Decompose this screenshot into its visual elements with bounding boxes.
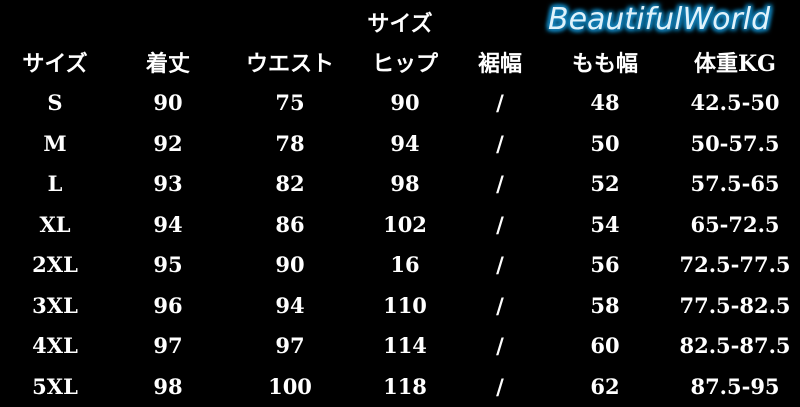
table-cell: 57.5-65 xyxy=(690,171,780,196)
column-header: ヒップ xyxy=(371,51,439,77)
table-cell: 78 xyxy=(275,130,305,156)
table-row: 2XL 95 90 16 / 56 72.5-77.5 xyxy=(0,245,800,285)
table-cell: / xyxy=(496,252,504,277)
table-row: XL 94 86 102 / 54 65-72.5 xyxy=(0,205,800,245)
table-cell: M xyxy=(43,130,67,156)
table-cell: 42.5-50 xyxy=(690,90,780,115)
column-header: もも幅 xyxy=(571,51,639,77)
table-cell: 5XL xyxy=(32,373,78,399)
table-cell: / xyxy=(496,292,504,318)
table-cell: 50-57.5 xyxy=(690,130,780,156)
table-cell: 93 xyxy=(153,171,183,196)
table-cell: 75 xyxy=(275,90,305,115)
column-header: サイズ xyxy=(22,51,88,77)
table-cell: 94 xyxy=(275,292,305,318)
table-cell: 100 xyxy=(268,373,312,399)
table-cell: 72.5-77.5 xyxy=(679,252,791,277)
table-cell: 98 xyxy=(153,373,183,399)
header-row: サイズ 着丈 ウエスト ヒップ 裾幅 もも幅 体重KG xyxy=(0,44,800,84)
table-row: S 90 75 90 / 48 42.5-50 xyxy=(0,83,800,123)
table-cell: 98 xyxy=(390,171,420,196)
table-cell: 54 xyxy=(590,211,620,237)
table-cell: 4XL xyxy=(32,333,78,358)
table-cell: 90 xyxy=(275,252,305,277)
table-cell: 90 xyxy=(153,90,183,115)
table-cell: 90 xyxy=(390,90,420,115)
table-cell: 110 xyxy=(383,292,427,318)
table-cell: 48 xyxy=(590,90,620,115)
table-cell: 3XL xyxy=(32,292,78,318)
table-row: M 92 78 94 / 50 50-57.5 xyxy=(0,124,800,164)
table-row: 4XL 97 97 114 / 60 82.5-87.5 xyxy=(0,326,800,366)
table-cell: 96 xyxy=(153,292,183,318)
table-row: L 93 82 98 / 52 57.5-65 xyxy=(0,164,800,204)
column-header: 着丈 xyxy=(145,51,191,77)
table-cell: / xyxy=(496,90,504,115)
column-header: 裾幅 xyxy=(477,51,523,77)
table-cell: / xyxy=(496,373,504,399)
table-cell: / xyxy=(496,171,504,196)
table-cell: 82 xyxy=(275,171,305,196)
table-cell: 94 xyxy=(153,211,183,237)
table-row: 3XL 96 94 110 / 58 77.5-82.5 xyxy=(0,286,800,326)
table-cell: 102 xyxy=(383,211,427,237)
table-cell: S xyxy=(47,90,63,115)
column-header: 体重KG xyxy=(694,51,776,77)
table-cell: / xyxy=(496,333,504,358)
table-cell: 52 xyxy=(590,171,620,196)
table-cell: 77.5-82.5 xyxy=(679,292,791,318)
table-cell: 95 xyxy=(153,252,183,277)
table-cell: 16 xyxy=(390,252,420,277)
table-cell: 56 xyxy=(590,252,620,277)
table-cell: 82.5-87.5 xyxy=(679,333,791,358)
table-cell: 97 xyxy=(275,333,305,358)
table-cell: L xyxy=(47,171,63,196)
table-cell: 2XL xyxy=(32,252,78,277)
table-cell: 50 xyxy=(590,130,620,156)
table-cell: 87.5-95 xyxy=(690,373,780,399)
table-cell: 58 xyxy=(590,292,620,318)
table-cell: / xyxy=(496,211,504,237)
table-cell: 114 xyxy=(383,333,427,358)
table-cell: XL xyxy=(39,211,71,237)
table-cell: 60 xyxy=(590,333,620,358)
watermark: BeautifulWorld xyxy=(548,2,771,37)
table-cell: 92 xyxy=(153,130,183,156)
table-row: 5XL 98 100 118 / 62 87.5-95 xyxy=(0,367,800,407)
table-cell: 86 xyxy=(275,211,305,237)
table-cell: 94 xyxy=(390,130,420,156)
table-cell: 118 xyxy=(383,373,427,399)
table-cell: 97 xyxy=(153,333,183,358)
table-cell: 62 xyxy=(590,373,620,399)
table-cell: / xyxy=(496,130,504,156)
column-header: ウエスト xyxy=(245,51,335,77)
table-cell: 65-72.5 xyxy=(690,211,780,237)
title-text: サイズ xyxy=(367,11,433,37)
